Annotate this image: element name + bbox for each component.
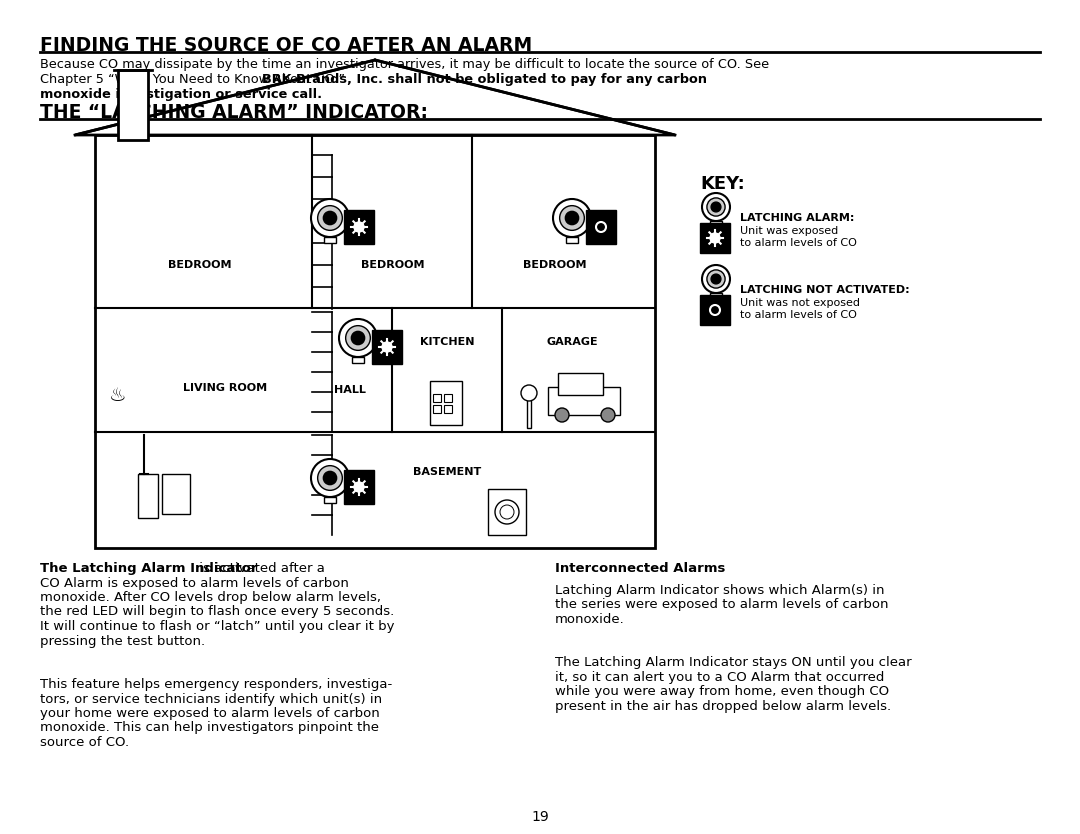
Bar <box>433 405 441 413</box>
Circle shape <box>339 319 377 357</box>
Text: LATCHING NOT ACTIVATED:: LATCHING NOT ACTIVATED: <box>740 285 909 295</box>
Bar <box>324 497 336 503</box>
Bar <box>372 330 402 364</box>
Text: present in the air has dropped below alarm levels.: present in the air has dropped below ala… <box>555 700 891 713</box>
Circle shape <box>559 206 584 230</box>
Text: It will continue to flash or “latch” until you clear it by: It will continue to flash or “latch” unt… <box>40 620 394 633</box>
Bar <box>324 237 336 243</box>
Bar <box>558 373 603 395</box>
Text: Interconnected Alarms: Interconnected Alarms <box>555 562 726 575</box>
Bar <box>586 210 616 244</box>
Circle shape <box>702 265 730 293</box>
Bar <box>527 393 531 428</box>
Circle shape <box>323 471 337 485</box>
Text: THE “LATCHING ALARM” INDICATOR:: THE “LATCHING ALARM” INDICATOR: <box>40 103 428 122</box>
Circle shape <box>707 198 725 216</box>
Circle shape <box>711 274 721 284</box>
Circle shape <box>311 459 349 497</box>
Text: BASEMENT: BASEMENT <box>413 467 481 477</box>
Circle shape <box>318 465 342 490</box>
Bar <box>352 357 364 363</box>
Text: is activated after a: is activated after a <box>195 562 325 575</box>
Text: CO Alarm is exposed to alarm levels of carbon: CO Alarm is exposed to alarm levels of c… <box>40 576 349 590</box>
Bar <box>566 237 578 243</box>
Circle shape <box>702 193 730 221</box>
Circle shape <box>521 385 537 401</box>
Text: Unit was not exposed
to alarm levels of CO: Unit was not exposed to alarm levels of … <box>740 298 860 319</box>
Circle shape <box>382 342 392 352</box>
Text: LATCHING ALARM:: LATCHING ALARM: <box>740 213 854 223</box>
Bar <box>488 489 526 535</box>
Bar <box>433 394 441 402</box>
Bar <box>138 474 158 518</box>
Circle shape <box>318 206 342 230</box>
Text: FINDING THE SOURCE OF CO AFTER AN ALARM: FINDING THE SOURCE OF CO AFTER AN ALARM <box>40 36 532 55</box>
Circle shape <box>600 408 615 422</box>
Bar <box>162 474 190 514</box>
Text: pressing the test button.: pressing the test button. <box>40 635 205 647</box>
Circle shape <box>323 211 337 224</box>
Text: monoxide. After CO levels drop below alarm levels,: monoxide. After CO levels drop below ala… <box>40 591 381 604</box>
Circle shape <box>711 202 721 212</box>
Text: LIVING ROOM: LIVING ROOM <box>183 383 267 393</box>
Text: BRK Brands, Inc. shall not be obligated to pay for any carbon: BRK Brands, Inc. shall not be obligated … <box>262 73 707 86</box>
Circle shape <box>553 199 591 237</box>
Text: The Latching Alarm Indicator: The Latching Alarm Indicator <box>40 562 257 575</box>
Circle shape <box>354 482 364 492</box>
Circle shape <box>710 233 720 243</box>
Bar <box>710 221 723 227</box>
Text: HALL: HALL <box>334 385 366 395</box>
Bar <box>444 394 453 402</box>
Bar <box>345 210 374 244</box>
Bar <box>548 387 620 415</box>
Text: monoxide.: monoxide. <box>555 613 624 626</box>
Text: tors, or service technicians identify which unit(s) in: tors, or service technicians identify wh… <box>40 692 382 706</box>
Text: monoxide investigation or service call.: monoxide investigation or service call. <box>40 88 322 101</box>
Text: while you were away from home, even though CO: while you were away from home, even thou… <box>555 686 889 698</box>
Bar <box>710 293 723 299</box>
Text: monoxide. This can help investigators pinpoint the: monoxide. This can help investigators pi… <box>40 721 379 735</box>
Bar <box>430 381 462 425</box>
Circle shape <box>565 211 579 224</box>
Bar <box>345 470 374 504</box>
Text: your home were exposed to alarm levels of carbon: your home were exposed to alarm levels o… <box>40 707 380 720</box>
Bar <box>700 295 730 325</box>
Circle shape <box>555 408 569 422</box>
Polygon shape <box>75 60 675 135</box>
Text: it, so it can alert you to a CO Alarm that occurred: it, so it can alert you to a CO Alarm th… <box>555 671 885 684</box>
Text: Because CO may dissipate by the time an investigator arrives, it may be difficul: Because CO may dissipate by the time an … <box>40 58 769 71</box>
Text: BEDROOM: BEDROOM <box>168 260 232 270</box>
Bar <box>118 70 148 140</box>
Text: GARAGE: GARAGE <box>546 337 598 347</box>
Circle shape <box>311 199 349 237</box>
Circle shape <box>707 270 725 288</box>
Text: source of CO.: source of CO. <box>40 736 130 749</box>
Text: the series were exposed to alarm levels of carbon: the series were exposed to alarm levels … <box>555 598 889 611</box>
Bar <box>700 223 730 253</box>
Text: the red LED will begin to flash once every 5 seconds.: the red LED will begin to flash once eve… <box>40 605 394 619</box>
Text: The Latching Alarm Indicator stays ON until you clear: The Latching Alarm Indicator stays ON un… <box>555 656 912 669</box>
Text: Unit was exposed
to alarm levels of CO: Unit was exposed to alarm levels of CO <box>740 226 856 248</box>
Bar <box>444 405 453 413</box>
Circle shape <box>354 222 364 232</box>
Text: This feature helps emergency responders, investiga-: This feature helps emergency responders,… <box>40 678 392 691</box>
Text: BEDROOM: BEDROOM <box>523 260 586 270</box>
Bar <box>95 135 654 548</box>
Circle shape <box>351 331 365 344</box>
Circle shape <box>346 325 370 350</box>
Text: 19: 19 <box>531 810 549 824</box>
Text: ♨: ♨ <box>109 385 126 404</box>
Text: KITCHEN: KITCHEN <box>420 337 474 347</box>
Text: Latching Alarm Indicator shows which Alarm(s) in: Latching Alarm Indicator shows which Ala… <box>555 584 885 597</box>
Text: Chapter 5 “What You Need to Know About CO.”: Chapter 5 “What You Need to Know About C… <box>40 73 349 86</box>
Text: KEY:: KEY: <box>700 175 745 193</box>
Text: BEDROOM: BEDROOM <box>361 260 424 270</box>
